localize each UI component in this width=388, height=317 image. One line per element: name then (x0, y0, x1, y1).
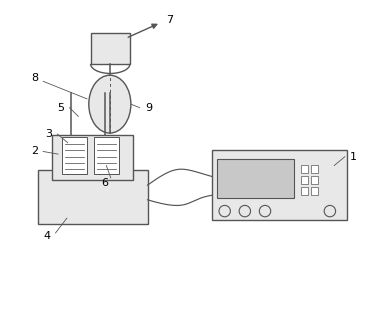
FancyBboxPatch shape (301, 176, 308, 184)
FancyBboxPatch shape (94, 138, 119, 174)
Text: 6: 6 (101, 178, 108, 188)
FancyBboxPatch shape (211, 150, 347, 220)
FancyBboxPatch shape (38, 170, 147, 224)
FancyBboxPatch shape (62, 138, 87, 174)
Text: 4: 4 (43, 231, 50, 241)
FancyBboxPatch shape (311, 176, 318, 184)
Text: 5: 5 (57, 103, 64, 113)
Text: 8: 8 (31, 73, 38, 83)
FancyBboxPatch shape (90, 33, 130, 64)
Text: 7: 7 (166, 15, 173, 25)
Text: 9: 9 (145, 103, 152, 113)
Circle shape (259, 205, 271, 217)
Circle shape (324, 205, 336, 217)
FancyBboxPatch shape (217, 159, 294, 198)
Ellipse shape (89, 75, 131, 133)
Text: 3: 3 (45, 129, 52, 139)
Text: 1: 1 (350, 152, 357, 162)
Text: 2: 2 (31, 146, 38, 157)
Circle shape (219, 205, 230, 217)
FancyBboxPatch shape (301, 165, 308, 172)
FancyBboxPatch shape (311, 187, 318, 195)
FancyBboxPatch shape (301, 187, 308, 195)
Circle shape (239, 205, 251, 217)
FancyBboxPatch shape (311, 165, 318, 172)
FancyBboxPatch shape (52, 135, 133, 180)
